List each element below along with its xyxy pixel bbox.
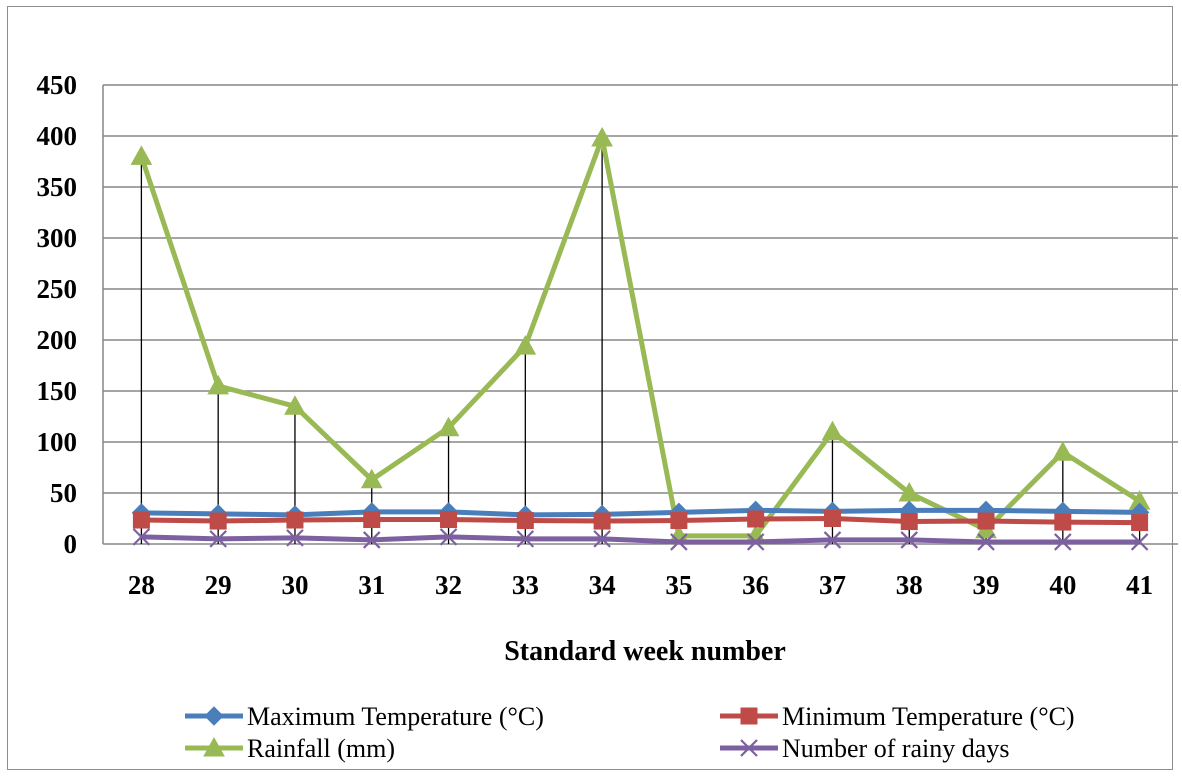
series-rainfall-mm-line xyxy=(139,135,1141,539)
legend-entry: Number of rainy days xyxy=(720,734,1009,763)
series-minimum-temperature-c-marker xyxy=(440,511,458,529)
legend: Maximum Temperature (°C) Minimum Temperat… xyxy=(185,702,1075,763)
x-axis-title: Standard week number xyxy=(504,636,786,667)
series-number-of-rainy-days-marker xyxy=(670,533,688,551)
series-lines xyxy=(130,127,1151,551)
x-tick-label: 30 xyxy=(281,570,308,600)
series-number-of-rainy-days-marker xyxy=(823,531,842,549)
series-number-of-rainy-days-marker xyxy=(1054,533,1072,551)
x-tick-label: 33 xyxy=(512,570,539,600)
series-minimum-temperature-c-marker xyxy=(670,512,688,530)
x-tick-label: 35 xyxy=(665,570,692,600)
chart-frame xyxy=(7,6,1173,770)
series-minimum-temperature-c xyxy=(132,510,1149,532)
y-tick-label: 250 xyxy=(37,274,78,304)
series-minimum-temperature-c-marker xyxy=(516,512,534,530)
series-number-of-rainy-days-marker xyxy=(1130,533,1149,551)
x-tick-labels: 28 29 30 31 32 33 34 35 36 37 38 39 40 41 xyxy=(128,570,1153,600)
series-minimum-temperature-c-marker xyxy=(1131,514,1149,532)
x-tick-label: 38 xyxy=(896,570,923,600)
legend-label: Rainfall (mm) xyxy=(247,734,395,763)
series-maximum-temperature-c-line xyxy=(141,507,1140,518)
series-minimum-temperature-c-marker xyxy=(363,511,381,529)
series-number-of-rainy-days xyxy=(132,528,1149,551)
series-minimum-temperature-c-marker xyxy=(132,511,150,529)
x-tick-label: 32 xyxy=(435,570,462,600)
series-number-of-rainy-days-marker xyxy=(209,530,227,548)
y-tick-label: 150 xyxy=(37,376,78,406)
series-number-of-rainy-days-marker xyxy=(516,530,535,548)
series-number-of-rainy-days-marker xyxy=(977,533,995,551)
series-number-of-rainy-days-marker xyxy=(439,528,458,546)
y-tick-label: 100 xyxy=(37,427,78,457)
series-rainfall-mm-marker xyxy=(130,145,153,165)
series-rainfall-mm-marker xyxy=(514,335,537,355)
x-tick-label: 41 xyxy=(1126,570,1153,600)
series-minimum-temperature-c-marker xyxy=(593,512,611,530)
series-rainfall-mm-marker xyxy=(591,127,613,147)
series-minimum-temperature-c-marker xyxy=(1054,513,1072,531)
y-tick-labels: 0 50 100 150 200 250 300 350 400 450 xyxy=(37,70,78,559)
legend-marker xyxy=(740,739,758,757)
series-number-of-rainy-days-marker xyxy=(132,528,151,546)
legend-entry: Minimum Temperature (°C) xyxy=(720,702,1075,731)
x-tick-label: 40 xyxy=(1049,570,1076,600)
x-tick-label: 31 xyxy=(358,570,385,600)
series-rainfall-mm-marker xyxy=(821,420,844,441)
legend-marker xyxy=(740,707,758,725)
legend-marker xyxy=(203,736,225,757)
series-minimum-temperature-c-marker xyxy=(209,512,227,530)
series-minimum-temperature-c-marker xyxy=(286,511,304,529)
legend-label: Maximum Temperature (°C) xyxy=(247,702,544,731)
series-rainfall-mm-marker xyxy=(360,468,383,489)
legend-marker xyxy=(204,706,224,726)
gridlines xyxy=(102,84,1178,545)
series-minimum-temperature-c-marker xyxy=(900,513,918,531)
series-number-of-rainy-days-marker xyxy=(593,530,611,548)
legend-entry: Maximum Temperature (°C) xyxy=(185,702,544,731)
y-tick-label: 0 xyxy=(64,529,78,559)
series-rainfall-mm-marker xyxy=(284,395,306,415)
series-minimum-temperature-c-marker xyxy=(977,512,995,530)
y-tick-label: 400 xyxy=(37,121,78,151)
series-number-of-rainy-days-marker xyxy=(746,533,765,551)
y-tick-label: 350 xyxy=(37,172,78,202)
legend-label: Number of rainy days xyxy=(782,734,1009,763)
series-number-of-rainy-days-marker xyxy=(362,531,381,549)
legend-label: Minimum Temperature (°C) xyxy=(782,702,1075,731)
legend-entry: Rainfall (mm) xyxy=(185,734,395,763)
x-tick-label: 29 xyxy=(205,570,232,600)
series-rainfall-mm xyxy=(130,127,1151,545)
series-rainfall-mm-marker xyxy=(207,374,230,395)
x-tick-label: 39 xyxy=(973,570,1000,600)
series-minimum-temperature-c-marker xyxy=(823,510,841,527)
x-tick-label: 28 xyxy=(128,570,155,600)
y-tick-label: 450 xyxy=(37,70,78,100)
x-tick-label: 34 xyxy=(589,570,616,600)
series-rainfall-mm-marker xyxy=(437,416,460,437)
x-tick-label: 36 xyxy=(742,570,769,600)
y-tick-label: 300 xyxy=(37,223,78,253)
series-minimum-temperature-c-line xyxy=(141,516,1140,526)
y-tick-label: 50 xyxy=(50,478,77,508)
x-tick-label: 37 xyxy=(819,570,846,600)
y-tick-label: 200 xyxy=(37,325,78,355)
series-rainfall-mm-marker xyxy=(1051,441,1074,461)
series-minimum-temperature-c-marker xyxy=(747,510,765,528)
series-number-of-rainy-days-marker xyxy=(286,529,304,547)
series-number-of-rainy-days-line xyxy=(141,534,1140,545)
series-number-of-rainy-days-marker xyxy=(900,531,919,549)
